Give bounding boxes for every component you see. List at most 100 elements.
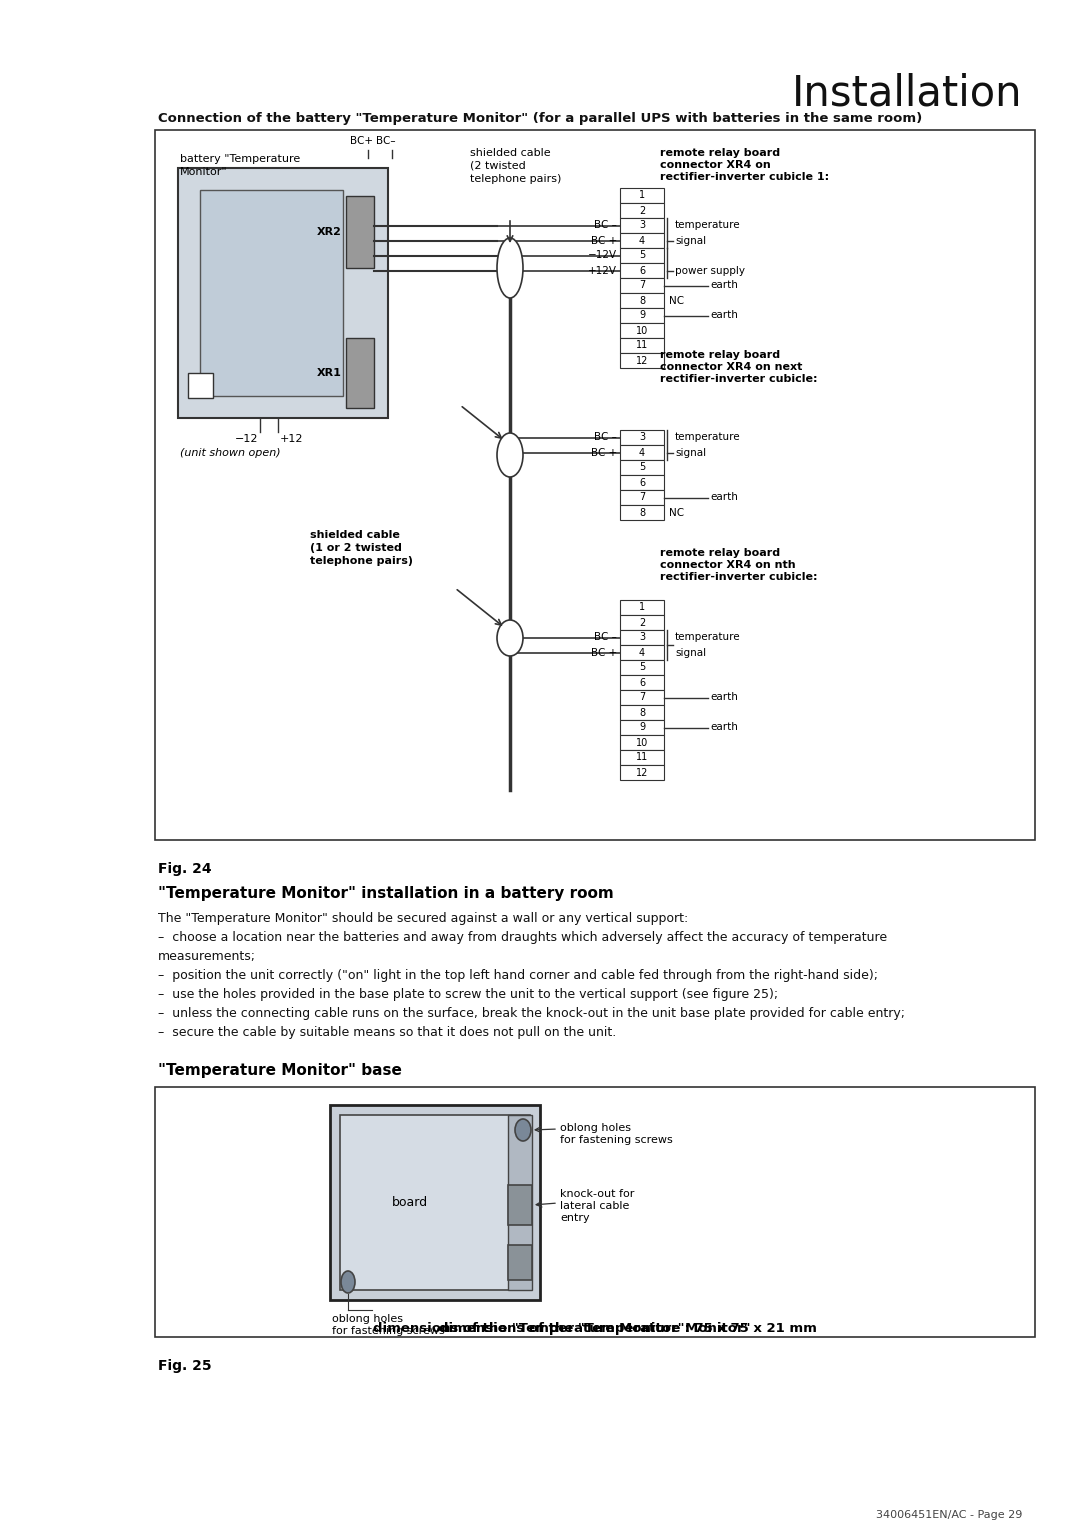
Bar [620, 309, 664, 322]
Text: 1: 1 [639, 191, 645, 200]
Text: earth: earth [710, 692, 738, 703]
Text: signal: signal [675, 235, 706, 246]
Text: "Temperature Monitor" base: "Temperature Monitor" base [158, 1063, 402, 1077]
Text: The "Temperature Monitor" should be secured against a wall or any vertical suppo: The "Temperature Monitor" should be secu… [158, 912, 688, 924]
Bar [620, 660, 664, 675]
Text: remote relay board: remote relay board [660, 350, 780, 361]
Text: 4: 4 [639, 648, 645, 657]
Text: Installation: Installation [792, 72, 1022, 115]
Bar [620, 691, 664, 704]
Text: rectifier-inverter cubicle 1:: rectifier-inverter cubicle 1: [660, 173, 829, 182]
Text: oblong holes: oblong holes [332, 1314, 403, 1323]
Text: 7: 7 [639, 692, 645, 703]
Text: remote relay board: remote relay board [660, 148, 780, 157]
Bar [508, 1115, 532, 1290]
Text: –  position the unit correctly ("on" light in the top left hand corner and cable: – position the unit correctly ("on" ligh… [158, 969, 878, 983]
Text: signal: signal [675, 648, 706, 657]
Text: XR2: XR2 [318, 228, 342, 237]
Bar [188, 373, 213, 397]
Text: shielded cable: shielded cable [470, 148, 551, 157]
Text: –  unless the connecting cable runs on the surface, break the knock-out in the u: – unless the connecting cable runs on th… [158, 1007, 905, 1021]
Text: XR1: XR1 [318, 368, 342, 377]
Bar [620, 614, 664, 630]
Bar [330, 1105, 540, 1300]
Text: BC +: BC + [591, 648, 617, 657]
Text: BC –: BC – [594, 633, 617, 642]
Bar [620, 219, 664, 232]
Text: +12: +12 [280, 434, 303, 445]
Text: 4: 4 [639, 235, 645, 246]
Text: dimensions of the "Temperature Monitor": dimensions of the "Temperature Monitor" [440, 1322, 751, 1335]
Text: 12: 12 [636, 356, 648, 365]
Text: earth: earth [710, 281, 738, 290]
Text: 5: 5 [639, 463, 645, 472]
Bar [620, 750, 664, 766]
Text: BC–: BC– [376, 136, 395, 147]
Text: 10: 10 [636, 325, 648, 336]
Ellipse shape [515, 1118, 531, 1141]
Text: NC: NC [669, 507, 684, 518]
Text: earth: earth [710, 492, 738, 503]
Bar [620, 475, 664, 490]
Text: oblong holes: oblong holes [561, 1123, 631, 1132]
Bar [620, 263, 664, 278]
Text: Monitor": Monitor" [180, 167, 228, 177]
Text: lateral cable: lateral cable [561, 1201, 630, 1212]
Bar [620, 203, 664, 219]
Text: 9: 9 [639, 723, 645, 732]
Text: measurements;: measurements; [158, 950, 256, 963]
Text: 6: 6 [639, 266, 645, 275]
Text: 8: 8 [639, 295, 645, 306]
Text: knock-out for: knock-out for [561, 1189, 634, 1199]
Bar [620, 248, 664, 263]
Text: 6: 6 [639, 677, 645, 688]
Bar [156, 130, 1035, 840]
Text: temperature: temperature [675, 633, 741, 642]
Text: Connection of the battery "Temperature Monitor" (for a parallel UPS with batteri: Connection of the battery "Temperature M… [158, 112, 922, 125]
Text: 10: 10 [636, 738, 648, 747]
Bar [620, 720, 664, 735]
Text: 11: 11 [636, 752, 648, 762]
Text: BC+: BC+ [350, 136, 373, 147]
Ellipse shape [497, 432, 523, 477]
Text: shielded cable: shielded cable [310, 530, 400, 539]
Text: 9: 9 [639, 310, 645, 321]
Bar [620, 504, 664, 520]
Text: 7: 7 [639, 492, 645, 503]
Text: 7: 7 [639, 281, 645, 290]
Text: –  secure the cable by suitable means so that it does not pull on the unit.: – secure the cable by suitable means so … [158, 1025, 617, 1039]
Text: 34006451EN/AC - Page 29: 34006451EN/AC - Page 29 [876, 1510, 1022, 1520]
Bar [620, 460, 664, 475]
Bar [620, 735, 664, 750]
Bar [346, 338, 374, 408]
Bar [340, 1115, 530, 1290]
Text: Fig. 25: Fig. 25 [158, 1358, 212, 1374]
Bar [620, 353, 664, 368]
Bar [620, 645, 664, 660]
Text: 2: 2 [639, 205, 645, 215]
Text: 8: 8 [639, 707, 645, 718]
Text: rectifier-inverter cubicle:: rectifier-inverter cubicle: [660, 374, 818, 384]
Text: telephone pairs): telephone pairs) [310, 556, 413, 565]
Bar [620, 232, 664, 248]
Text: entry: entry [561, 1213, 590, 1222]
Text: temperature: temperature [675, 220, 741, 231]
Bar [620, 630, 664, 645]
Text: (1 or 2 twisted: (1 or 2 twisted [310, 542, 402, 553]
Bar [200, 189, 343, 396]
Text: 5: 5 [639, 251, 645, 260]
Text: telephone pairs): telephone pairs) [470, 174, 562, 183]
Text: 12: 12 [636, 767, 648, 778]
Text: connector XR4 on next: connector XR4 on next [660, 362, 802, 371]
Bar [620, 704, 664, 720]
Text: "Temperature Monitor" installation in a battery room: "Temperature Monitor" installation in a … [158, 886, 613, 902]
Text: for fastening screws: for fastening screws [561, 1135, 673, 1144]
Bar [178, 168, 388, 419]
Text: BC +: BC + [591, 235, 617, 246]
Text: 3: 3 [639, 633, 645, 642]
Bar [620, 490, 664, 504]
Bar [620, 293, 664, 309]
Bar [620, 429, 664, 445]
Text: –  choose a location near the batteries and away from draughts which adversely a: – choose a location near the batteries a… [158, 931, 887, 944]
Text: power supply: power supply [675, 266, 745, 275]
